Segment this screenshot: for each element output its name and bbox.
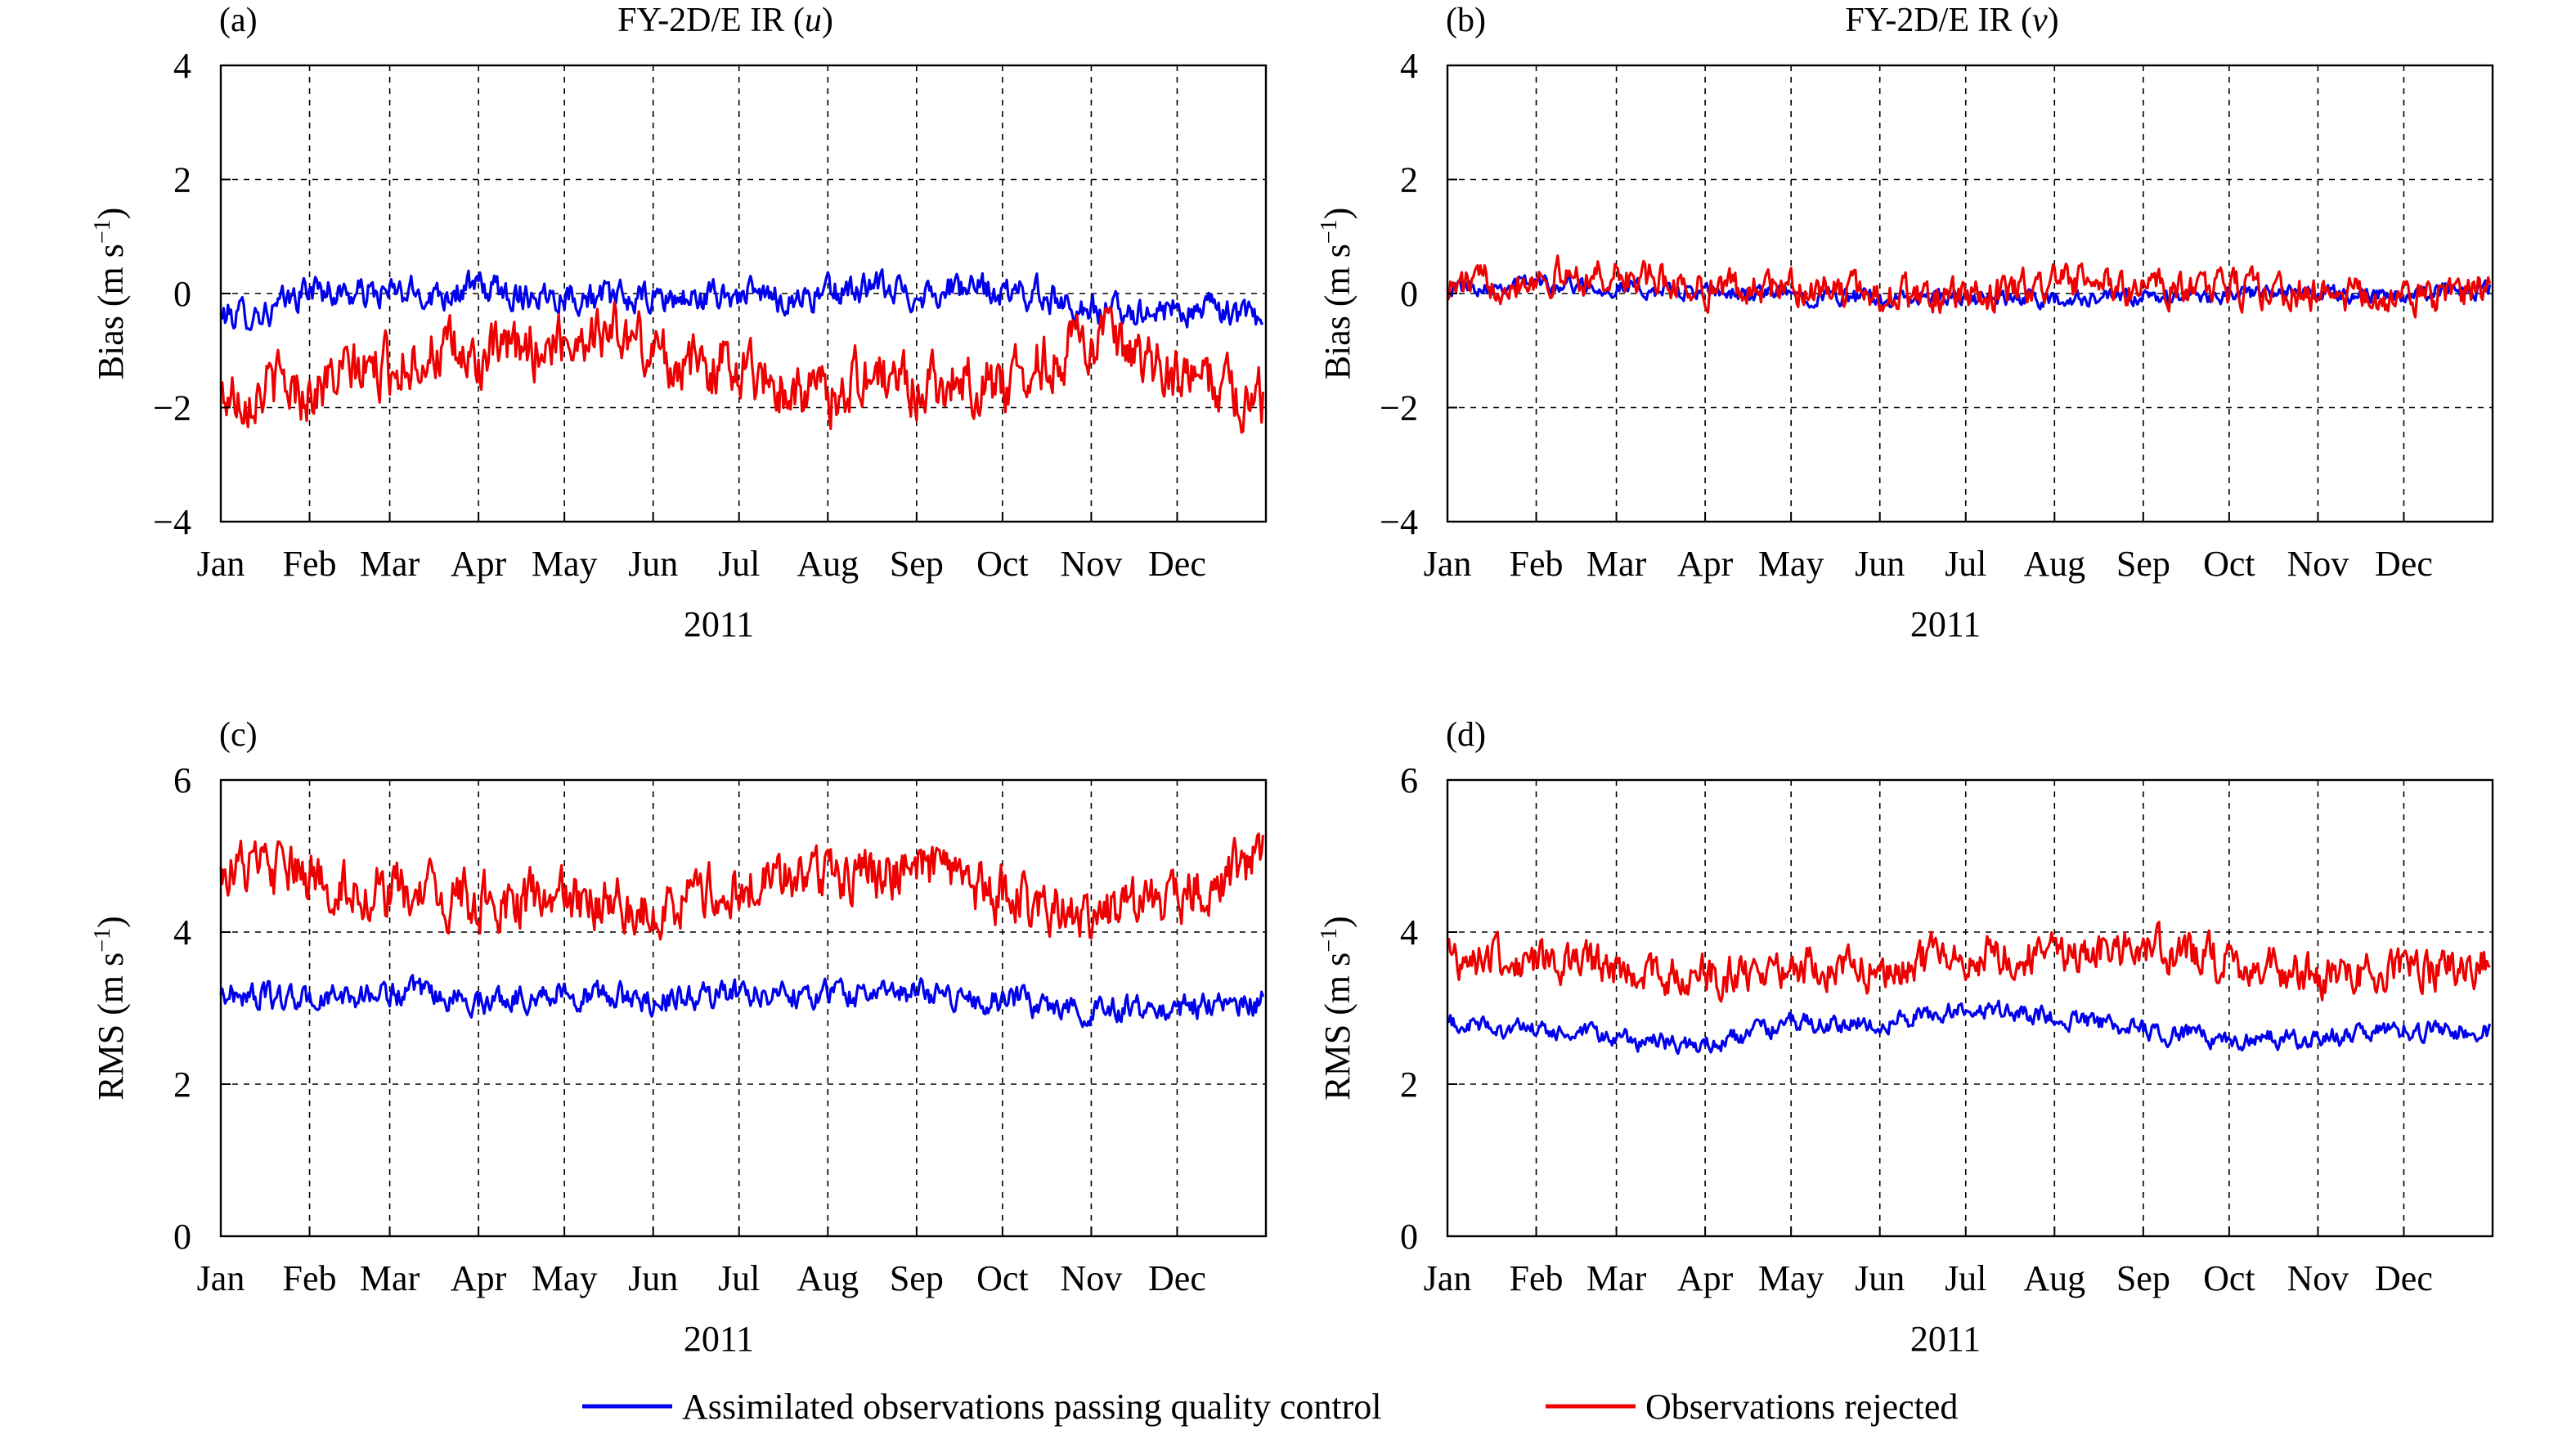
x-tick-label: Nov [2287, 1258, 2349, 1298]
x-tick-label: Jul [718, 544, 760, 584]
x-tick-label: Sep [2116, 1258, 2170, 1298]
x-axis-label: 2011 [1910, 604, 1981, 644]
y-tick-label: 6 [173, 760, 191, 800]
series-line-rejected [1446, 254, 2492, 319]
x-tick-label: May [532, 1258, 598, 1298]
x-tick-label: Dec [2375, 544, 2433, 584]
x-axis-label: 2011 [684, 1319, 754, 1359]
panel-title: FY-2D/E IR (u) [617, 2, 833, 39]
chart-panel-3: Jan Feb Mar Apr May Jun Jul Aug Sep Oct Nov Dec 0 2 4 6… [90, 716, 1268, 1359]
y-tick-label: 2 [173, 160, 191, 200]
chart-panel-2: Jan Feb Mar Apr May Jun Jul Aug Sep Oct Nov Dec −4 −2… [1317, 2, 2494, 644]
x-tick-label: Dec [2375, 1258, 2433, 1298]
legend-label-assimilated: Assimilated observations passing quality… [682, 1387, 1381, 1427]
x-tick-label: Jun [628, 1258, 678, 1298]
plot-frame [219, 778, 1268, 1238]
x-tick-label: Oct [976, 1258, 1029, 1298]
y-tick-label: 2 [1400, 1065, 1418, 1105]
x-tick-label: Jun [1855, 544, 1905, 584]
y-tick-label: −4 [1380, 502, 1418, 542]
x-tick-label: Apr [1677, 1258, 1734, 1298]
x-tick-label: Dec [1148, 544, 1206, 584]
x-tick-label: May [532, 544, 598, 584]
y-tick-label: 4 [1400, 912, 1418, 953]
x-tick-label: Jun [628, 544, 678, 584]
x-tick-label: Feb [283, 544, 337, 584]
x-tick-label: May [1758, 544, 1824, 584]
x-tick-label: Mar [1586, 1258, 1647, 1298]
x-axis-label: 2011 [1910, 1319, 1981, 1359]
y-axis-label: RMS (m s−1) [1317, 916, 1358, 1100]
panel-letter: (a) [219, 2, 258, 39]
x-tick-label: Aug [2023, 1258, 2085, 1298]
panel-letter: (b) [1446, 2, 1486, 39]
x-tick-label: May [1758, 1258, 1824, 1298]
y-tick-label: 0 [173, 274, 191, 314]
y-tick-label: −2 [153, 388, 191, 428]
panel-letter: (d) [1446, 716, 1486, 754]
x-tick-label: Jan [197, 1258, 245, 1298]
x-tick-label: Mar [360, 1258, 420, 1298]
x-tick-label: Sep [2116, 544, 2170, 584]
y-tick-label: 4 [1400, 46, 1418, 86]
x-tick-label: Jul [1945, 544, 1986, 584]
series-line-rejected [219, 300, 1265, 434]
x-tick-label: Aug [797, 1258, 859, 1298]
x-tick-label: Oct [2203, 544, 2255, 584]
y-axis-label: Bias (m s−1) [1317, 208, 1358, 380]
x-tick-label: Apr [451, 1258, 507, 1298]
panel-letter: (c) [219, 716, 258, 754]
y-tick-label: 4 [173, 46, 191, 86]
plot-frame [1446, 778, 2494, 1238]
y-tick-label: 0 [1400, 274, 1418, 314]
y-tick-label: 2 [173, 1065, 191, 1105]
x-tick-label: Nov [2287, 544, 2349, 584]
x-tick-label: Feb [1510, 1258, 1564, 1298]
y-tick-label: 6 [1400, 760, 1418, 800]
x-tick-label: Jan [1424, 544, 1472, 584]
x-tick-label: Dec [1148, 1258, 1206, 1298]
x-tick-label: Aug [797, 544, 859, 584]
x-tick-label: Apr [1677, 544, 1734, 584]
y-tick-label: −2 [1380, 388, 1418, 428]
x-tick-label: Oct [2203, 1258, 2255, 1298]
x-tick-label: Feb [1510, 544, 1564, 584]
series-line-assimilated [1446, 999, 2492, 1056]
x-tick-label: Jan [197, 544, 245, 584]
y-tick-label: 0 [1400, 1217, 1418, 1257]
x-tick-label: Oct [976, 544, 1029, 584]
x-tick-label: Jul [1945, 1258, 1986, 1298]
y-tick-label: 2 [1400, 160, 1418, 200]
legend-label-rejected: Observations rejected [1645, 1387, 1958, 1427]
series-line-assimilated [219, 974, 1265, 1029]
x-tick-label: Jan [1424, 1258, 1472, 1298]
x-tick-label: Mar [1586, 544, 1647, 584]
x-axis-label: 2011 [684, 604, 754, 644]
x-tick-label: Apr [451, 544, 507, 584]
x-tick-label: Aug [2023, 544, 2085, 584]
x-tick-label: Sep [890, 1258, 944, 1298]
x-tick-label: Sep [890, 544, 944, 584]
panel-title: FY-2D/E IR (v) [1845, 2, 2058, 39]
x-tick-label: Jul [718, 1258, 760, 1298]
chart-panel-1: Jan Feb Mar Apr May Jun Jul Aug Sep Oct Nov Dec −4 −2… [90, 2, 1268, 644]
x-tick-label: Feb [283, 1258, 337, 1298]
y-tick-label: 0 [173, 1217, 191, 1257]
legend: Assimilated observations passing quality… [582, 1387, 1958, 1427]
y-axis-label: RMS (m s−1) [90, 916, 131, 1100]
y-axis-label: Bias (m s−1) [90, 208, 131, 380]
x-tick-label: Jun [1855, 1258, 1905, 1298]
y-tick-label: 4 [173, 912, 191, 953]
series-line-assimilated [219, 268, 1263, 331]
chart-panel-4: Jan Feb Mar Apr May Jun Jul Aug Sep Oct Nov Dec 0 2 4 6… [1317, 716, 2494, 1359]
x-tick-label: Mar [360, 544, 420, 584]
x-tick-label: Nov [1061, 544, 1123, 584]
x-tick-label: Nov [1061, 1258, 1123, 1298]
y-tick-label: −4 [153, 502, 191, 542]
series-line-rejected [219, 832, 1265, 941]
series-line-rejected [1446, 921, 2491, 1003]
